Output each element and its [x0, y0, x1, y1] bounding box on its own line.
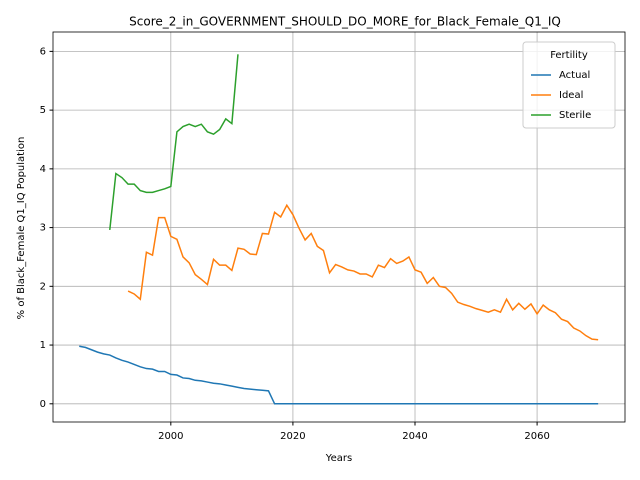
x-tick-label: 2000	[158, 431, 183, 442]
y-tick-label: 6	[40, 46, 46, 57]
plot-frame	[52, 31, 626, 423]
series-line	[127, 203, 599, 341]
y-tick-label: 3	[40, 223, 46, 234]
legend: Fertility Actual Ideal Sterile	[522, 41, 616, 129]
y-tick-label: 0	[40, 399, 46, 410]
y-axis-label: % of Black_Female Q1_IQ Population	[16, 137, 27, 320]
legend-box	[522, 41, 616, 129]
series-line	[109, 54, 239, 231]
legend-label: Sterile	[559, 110, 591, 121]
x-axis-label: Years	[325, 453, 352, 464]
y-tick-label: 5	[40, 105, 46, 116]
x-tick-label: 2060	[524, 431, 549, 442]
y-tick-label: 1	[40, 340, 46, 351]
x-tick-label: 2040	[402, 431, 427, 442]
plot-lines	[79, 54, 599, 405]
chart-title: Score_2_in_GOVERNMENT_SHOULD_DO_MORE_for…	[129, 15, 561, 29]
legend-label: Actual	[559, 70, 590, 81]
x-tick-label: 2020	[280, 431, 305, 442]
y-tick-label: 2	[40, 281, 46, 292]
series-line	[79, 345, 599, 405]
y-tick-label: 4	[40, 164, 46, 175]
legend-label: Ideal	[559, 90, 583, 101]
legend-title: Fertility	[550, 50, 588, 61]
